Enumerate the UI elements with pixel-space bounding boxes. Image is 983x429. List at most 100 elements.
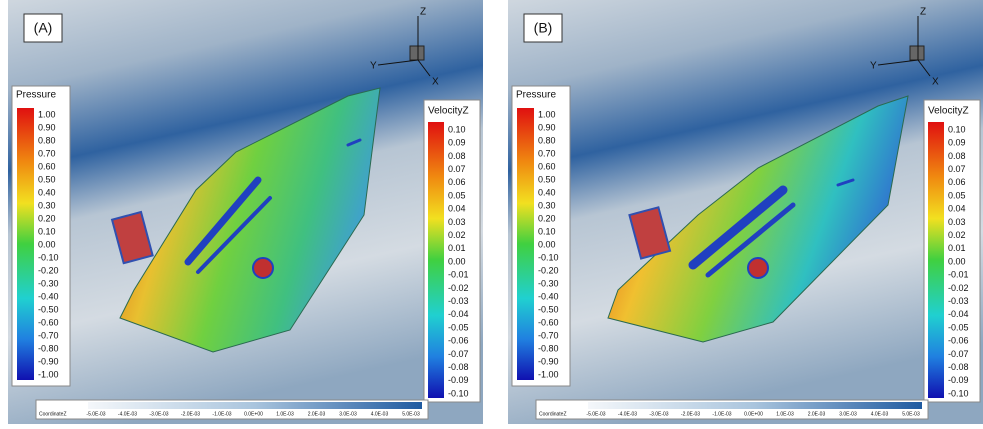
legend-tick-label: -0.03 [448,296,469,306]
legend-tick-label: 0.05 [948,190,966,200]
triad-label: X [432,77,439,88]
legend-tick-label: 0.10 [38,226,56,236]
legend-tick-label: -0.06 [948,336,969,346]
legend-tick-label: 1.0E-03 [276,411,294,417]
legend-tick-label: -2.0E-03 [681,411,700,417]
legend-tick-label: -4.0E-03 [618,411,637,417]
legend-tick-label: 0.0E+00 [744,411,763,417]
color-bar [428,122,444,398]
legend-tick-label: -0.60 [38,317,59,327]
legend-tick-label: -0.05 [948,322,969,332]
legend-tick-label: -0.40 [38,291,59,301]
legend-title: Pressure [516,90,556,101]
legend-tick-label: -0.01 [448,270,469,280]
legend-tick-label: -5.0E-03 [586,411,605,417]
color-bar [517,108,534,380]
legend-tick-label: -1.00 [538,369,559,379]
legend-tick-label: 0.07 [948,164,966,174]
legend-tick-label: 0.00 [948,256,966,266]
legend-tick-label: 0.50 [538,174,556,184]
legend-tick-label: -3.0E-03 [149,411,168,417]
legend-tick-label: 0.00 [38,239,56,249]
legend-tick-label: -1.0E-03 [212,411,231,417]
legend-tick-label: 0.0E+00 [244,411,263,417]
legend-tick-label: 1.0E-03 [776,411,794,417]
legend-tick-label: 0.50 [38,174,56,184]
legend-tick-label: 0.80 [38,135,56,145]
legend-tick-label: 2.0E-03 [308,411,326,417]
legend-tick-label: 0.70 [38,148,56,158]
legend-tick-label: 3.0E-03 [339,411,357,417]
color-bar [588,402,922,409]
legend-tick-label: -0.10 [38,252,59,262]
legend-tick-label: 0.03 [948,217,966,227]
legend-tick-label: -0.02 [948,283,969,293]
legend-tick-label: -0.09 [948,375,969,385]
legend-tick-label: 0.02 [448,230,466,240]
legend-tick-label: -0.09 [448,375,469,385]
legend-tick-label: 0.05 [448,190,466,200]
legend-tick-label: -5.0E-03 [86,411,105,417]
legend-tick-label: -0.80 [538,343,559,353]
legend-tick-label: -0.01 [948,270,969,280]
legend-tick-label: 0.10 [948,124,966,134]
legend-tick-label: 0.70 [538,148,556,158]
triad-label: Y [870,61,877,72]
legend-tick-label: 0.10 [448,124,466,134]
legend-tick-label: -0.10 [948,388,969,398]
legend-tick-label: 0.02 [948,230,966,240]
legend-tick-label: 0.09 [448,138,466,148]
legend-tick-label: 2.0E-03 [808,411,826,417]
legend-tick-label: -0.50 [538,304,559,314]
legend-tick-label: -0.50 [38,304,59,314]
legend-tick-label: 1.00 [38,109,56,119]
legend-tick-label: -0.30 [38,278,59,288]
legend-tick-label: 0.01 [948,243,966,253]
legend-tick-label: 0.20 [538,213,556,223]
legend-tick-label: -0.90 [38,356,59,366]
legend-tick-label: 0.04 [948,204,966,214]
panel-label: (A) [34,20,53,36]
legend-tick-label: -0.90 [538,356,559,366]
figure: (A) Z Y X Pressure 1.00 0.90 0.80 0.70 0.60 0.50 0.… [0,0,983,424]
legend-tick-label: -0.10 [538,252,559,262]
legend-tick-label: -3.0E-03 [649,411,668,417]
triad-label: Z [920,7,926,18]
panel: (B)ZYXPressure1.000.900.800.700.600.500.… [508,0,983,424]
legend-tick-label: 0.80 [538,135,556,145]
color-bar [17,108,34,380]
legend-tick-label: 0.40 [38,187,56,197]
legend-tick-label: -0.20 [538,265,559,275]
legend-tick-label: 5.0E-03 [902,411,920,417]
legend-tick-label: -0.03 [948,296,969,306]
legend-tick-label: 4.0E-03 [871,411,889,417]
panel: (A)ZYXPressure1.000.900.800.700.600.500.… [8,0,483,424]
legend-tick-label: -0.07 [448,349,469,359]
legend-title: Pressure [16,90,56,101]
legend-tick-label: -1.00 [38,369,59,379]
legend-tick-label: 0.00 [538,239,556,249]
legend-tick-label: -0.20 [38,265,59,275]
legend-title: VelocityZ [928,106,969,117]
legend-tick-label: 0.20 [38,213,56,223]
legend-tick-label: -0.04 [448,309,469,319]
legend-tick-label: -1.0E-03 [712,411,731,417]
legend-tick-label: -0.05 [448,322,469,332]
triad-cube [910,46,924,60]
legend-tick-label: -0.08 [448,362,469,372]
legend-tick-label: -0.07 [948,349,969,359]
legend-tick-label: -2.0E-03 [181,411,200,417]
legend-tick-label: -4.0E-03 [118,411,137,417]
color-bar [928,122,944,398]
legend-tick-label: 0.90 [38,122,56,132]
legend-tick-label: 3.0E-03 [839,411,857,417]
legend-tick-label: 0.01 [448,243,466,253]
panel-label: (B) [534,20,553,36]
legend-tick-label: 0.06 [448,177,466,187]
legend-tick-label: 0.07 [448,164,466,174]
legend-tick-label: 0.60 [538,161,556,171]
legend-tick-label: 0.04 [448,204,466,214]
legend-tick-label: 0.10 [538,226,556,236]
legend-tick-label: -0.06 [448,336,469,346]
legend-tick-label: 0.00 [448,256,466,266]
